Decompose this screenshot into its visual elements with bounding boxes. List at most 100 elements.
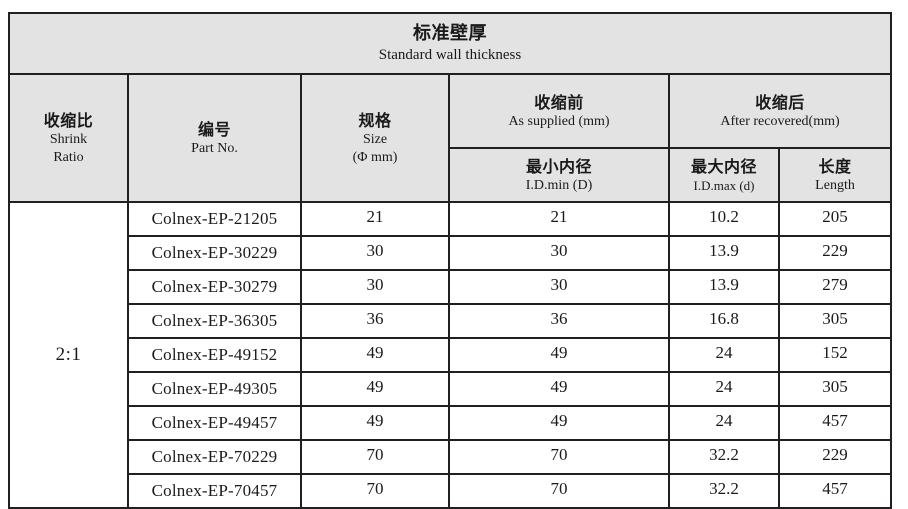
cell-part-no: Colnex-EP-49305 <box>127 371 302 407</box>
cell-part-no-text: Colnex-EP-49457 <box>151 413 278 432</box>
cell-length-text: 305 <box>822 309 848 328</box>
table-row: Colnex-EP-36305 36 36 16.8 305 <box>9 303 893 339</box>
cell-id-min: 30 <box>448 235 670 271</box>
header-size-en-1: Size <box>362 131 388 147</box>
cell-id-max: 24 <box>668 371 780 407</box>
table-row: Colnex-EP-30279 30 30 13.9 279 <box>9 269 893 305</box>
cell-part-no-text: Colnex-EP-30279 <box>151 277 278 296</box>
cell-length: 152 <box>777 337 893 373</box>
cell-part-no-text: Colnex-EP-30229 <box>151 243 278 262</box>
cell-size: 36 <box>300 303 450 339</box>
header-id-min: 最小内径 I.D.min (D) <box>448 147 670 203</box>
cell-length-text: 305 <box>822 377 848 396</box>
cell-part-no-text: Colnex-EP-70457 <box>151 481 278 500</box>
cell-length-text: 152 <box>822 343 848 362</box>
header-after-recovered-cn: 收缩后 <box>755 92 805 112</box>
header-after-recovered-en: After recovered(mm) <box>720 113 840 129</box>
cell-size: 30 <box>300 235 450 271</box>
cell-size: 49 <box>300 405 450 441</box>
cell-id-min-text: 30 <box>550 275 568 294</box>
header-id-min-en: I.D.min (D) <box>525 177 593 193</box>
cell-length: 457 <box>777 405 893 441</box>
cell-id-min-text: 21 <box>550 207 568 226</box>
header-length: 长度 Length <box>777 147 893 203</box>
cell-size-text: 70 <box>366 445 384 464</box>
header-as-supplied-en: As supplied (mm) <box>508 113 610 129</box>
cell-id-min: 70 <box>448 473 670 509</box>
header-id-max-cn: 最大内径 <box>690 157 757 176</box>
cell-id-max: 32.2 <box>668 473 780 509</box>
cell-part-no-text: Colnex-EP-70229 <box>151 447 278 466</box>
cell-id-max-text: 32.2 <box>709 479 739 498</box>
cell-id-min-text: 30 <box>550 241 568 260</box>
standard-wall-thickness-table: 标准壁厚 Standard wall thickness 收缩比 Shrink … <box>7 12 893 509</box>
cell-part-no-text: Colnex-EP-49305 <box>151 379 278 398</box>
cell-size-text: 49 <box>366 343 384 362</box>
cell-id-max: 16.8 <box>668 303 780 339</box>
table-subheader-row: 最小内径 I.D.min (D) 最大内径 I.D.max (d) 长度 Len… <box>9 147 893 203</box>
header-size-cn: 规格 <box>358 110 392 130</box>
header-id-max: 最大内径 I.D.max (d) <box>668 147 780 203</box>
table-row: Colnex-EP-49305 49 49 24 305 <box>9 371 893 407</box>
cell-length-text: 457 <box>822 479 848 498</box>
table-row: Colnex-EP-30229 30 30 13.9 229 <box>9 235 893 271</box>
cell-id-max-text: 10.2 <box>709 207 739 226</box>
cell-part-no: Colnex-EP-30279 <box>127 269 302 305</box>
cell-id-max-text: 13.9 <box>709 241 739 260</box>
header-shrink-ratio-cn: 收缩比 <box>43 110 94 130</box>
cell-part-no: Colnex-EP-49152 <box>127 337 302 373</box>
cell-size-text: 30 <box>366 241 384 260</box>
cell-id-min: 36 <box>448 303 670 339</box>
table-header-group-row: 收缩比 Shrink Ratio 编号 Part No. 规格 Size (Φ … <box>8 73 893 203</box>
cell-part-no: Colnex-EP-36305 <box>127 303 302 339</box>
table-row: Colnex-EP-70457 70 70 32.2 457 <box>9 473 893 509</box>
header-id-min-cn: 最小内径 <box>525 156 592 176</box>
cell-part-no: Colnex-EP-70457 <box>127 473 302 509</box>
cell-size: 70 <box>300 473 450 509</box>
cell-length: 229 <box>777 439 893 475</box>
cell-length: 229 <box>777 235 893 271</box>
table-row: Colnex-EP-49152 49 49 24 152 <box>9 337 893 373</box>
table-row: Colnex-EP-49457 49 49 24 457 <box>9 405 893 441</box>
cell-size: 70 <box>300 439 450 475</box>
cell-id-max-text: 16.8 <box>709 309 739 328</box>
header-after-recovered: 收缩后 After recovered(mm) <box>667 73 893 149</box>
cell-id-max-text: 24 <box>715 411 733 430</box>
header-part-no-cn: 编号 <box>197 119 231 139</box>
header-shrink-ratio-en-2: Ratio <box>53 149 84 165</box>
spec-table-container: 标准壁厚 Standard wall thickness 收缩比 Shrink … <box>7 12 893 509</box>
cell-shrink-ratio-value: 2:1 <box>8 201 129 509</box>
cell-id-max-text: 13.9 <box>709 275 739 294</box>
cell-length-text: 279 <box>822 275 848 294</box>
cell-length: 457 <box>777 473 893 509</box>
cell-length-text: 229 <box>822 445 848 464</box>
table-title-row: 标准壁厚 Standard wall thickness <box>7 12 893 75</box>
table-row: Colnex-EP-70229 70 70 32.2 229 <box>9 439 893 475</box>
cell-length: 305 <box>777 303 893 339</box>
cell-size-text: 21 <box>366 207 384 226</box>
cell-part-no-text: Colnex-EP-36305 <box>151 311 278 330</box>
cell-part-no-text: Colnex-EP-49152 <box>151 345 278 364</box>
cell-id-min-text: 49 <box>550 411 568 430</box>
header-part-no: 编号 Part No. <box>127 73 302 203</box>
cell-length-text: 229 <box>822 241 848 260</box>
cell-part-no: Colnex-EP-70229 <box>127 439 302 475</box>
cell-length-text: 457 <box>822 411 848 430</box>
cell-size: 49 <box>300 371 450 407</box>
cell-length: 279 <box>777 269 893 305</box>
cell-id-min: 30 <box>448 269 670 305</box>
header-size: 规格 Size (Φ mm) <box>300 73 450 203</box>
cell-size-text: 49 <box>366 411 384 430</box>
cell-id-min: 21 <box>448 201 670 237</box>
cell-part-no-text: Colnex-EP-21205 <box>151 209 278 228</box>
cell-id-min-text: 49 <box>550 377 568 396</box>
header-shrink-ratio-en-1: Shrink <box>49 131 88 147</box>
cell-id-max-text: 32.2 <box>709 445 739 464</box>
cell-id-max-text: 24 <box>715 343 733 362</box>
cell-id-max: 24 <box>668 337 780 373</box>
cell-size: 21 <box>300 201 450 237</box>
cell-size-text: 49 <box>366 377 384 396</box>
header-id-max-en: I.D.max (d) <box>693 178 755 193</box>
cell-size-text: 70 <box>366 479 384 498</box>
cell-id-min: 70 <box>448 439 670 475</box>
